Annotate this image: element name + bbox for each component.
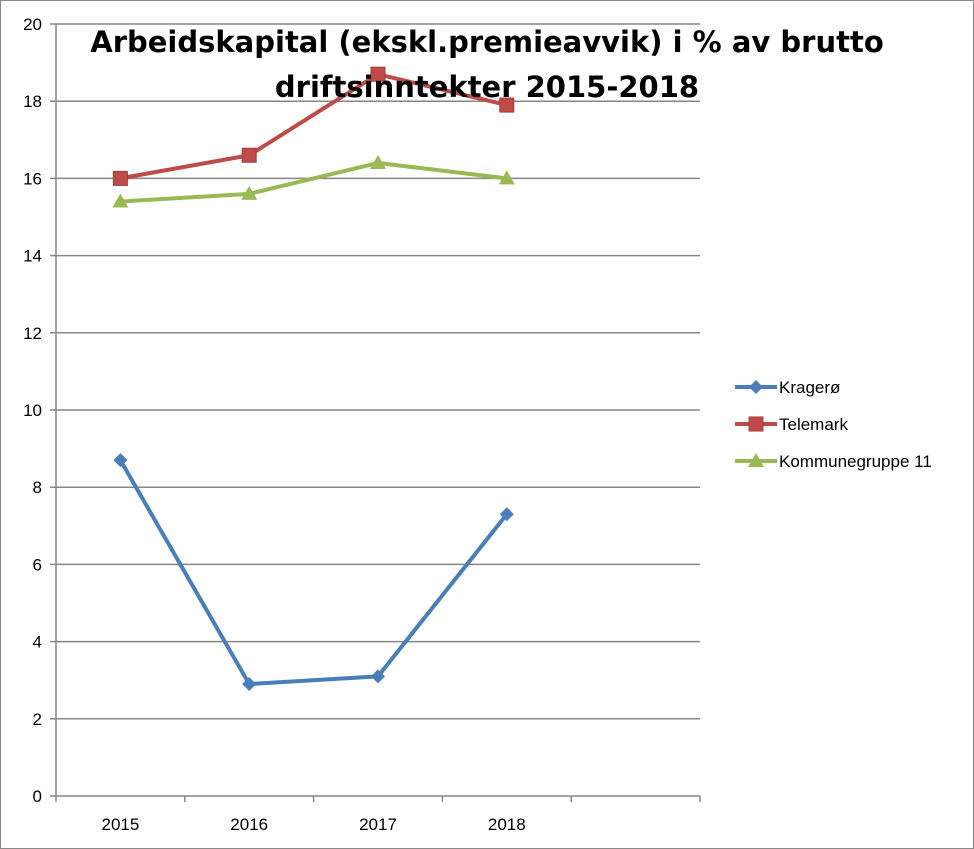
chart-title-line-1: Arbeidskapital (ekskl.premieavvik) i % a…	[90, 25, 884, 59]
y-tick-label: 12	[23, 324, 42, 343]
y-tick-label: 6	[33, 555, 42, 574]
series-line	[120, 160, 508, 204]
series-telemark	[112, 66, 515, 186]
legend-item: Kommunegruppe 11	[735, 452, 932, 471]
data-point-diamond	[371, 669, 385, 684]
y-tick-label: 4	[33, 633, 42, 652]
x-tick-label: 2017	[359, 815, 397, 834]
chart-title: Arbeidskapital (ekskl.premieavvik) i % a…	[90, 25, 884, 104]
chart-title-line-2: driftsinntekter 2015-2018	[275, 70, 699, 104]
legend-label: Kommunegruppe 11	[779, 452, 932, 471]
x-axis-ticks: 2015 2016 2017 2018	[101, 815, 525, 834]
data-point-square	[748, 416, 764, 432]
y-tick-label: 10	[23, 401, 42, 420]
y-tick-label: 2	[33, 710, 42, 729]
data-point-triangle	[112, 193, 129, 208]
series-kommunegruppe-11	[112, 154, 515, 208]
data-point-diamond	[113, 453, 128, 468]
axes	[50, 23, 701, 802]
series-line	[120, 72, 508, 181]
y-tick-label: 14	[23, 247, 42, 266]
x-tick-label: 2016	[230, 815, 268, 834]
legend: Kragerø Telemark Kommunegruppe 11	[735, 378, 932, 471]
y-tick-label: 18	[23, 92, 42, 111]
series-lines	[112, 66, 515, 692]
legend-item: Kragerø	[735, 378, 840, 397]
y-tick-label: 20	[23, 15, 42, 34]
y-axis-ticks: 0 2 4 6 8 10 12 14 16 18 20	[23, 15, 42, 806]
data-point-triangle	[748, 453, 764, 467]
series-krager-	[113, 453, 514, 692]
data-point-triangle	[498, 170, 515, 185]
legend-label: Kragerø	[779, 378, 840, 397]
x-tick-label: 2018	[488, 815, 526, 834]
gridlines	[56, 23, 700, 720]
data-point-square	[241, 147, 257, 163]
x-tick-label: 2015	[101, 815, 139, 834]
y-tick-label: 8	[33, 478, 42, 497]
data-point-square	[112, 170, 128, 186]
data-point-square	[499, 97, 515, 113]
y-tick-label: 0	[33, 787, 42, 806]
data-point-square	[370, 66, 386, 82]
y-tick-label: 16	[23, 169, 42, 188]
data-point-triangle	[241, 185, 258, 200]
series-line	[118, 459, 509, 687]
data-point-triangle	[370, 154, 386, 169]
legend-item: Telemark	[735, 415, 848, 434]
data-point-diamond	[749, 380, 763, 394]
data-point-diamond	[499, 507, 514, 522]
data-point-diamond	[242, 677, 257, 692]
legend-label: Telemark	[779, 415, 848, 434]
